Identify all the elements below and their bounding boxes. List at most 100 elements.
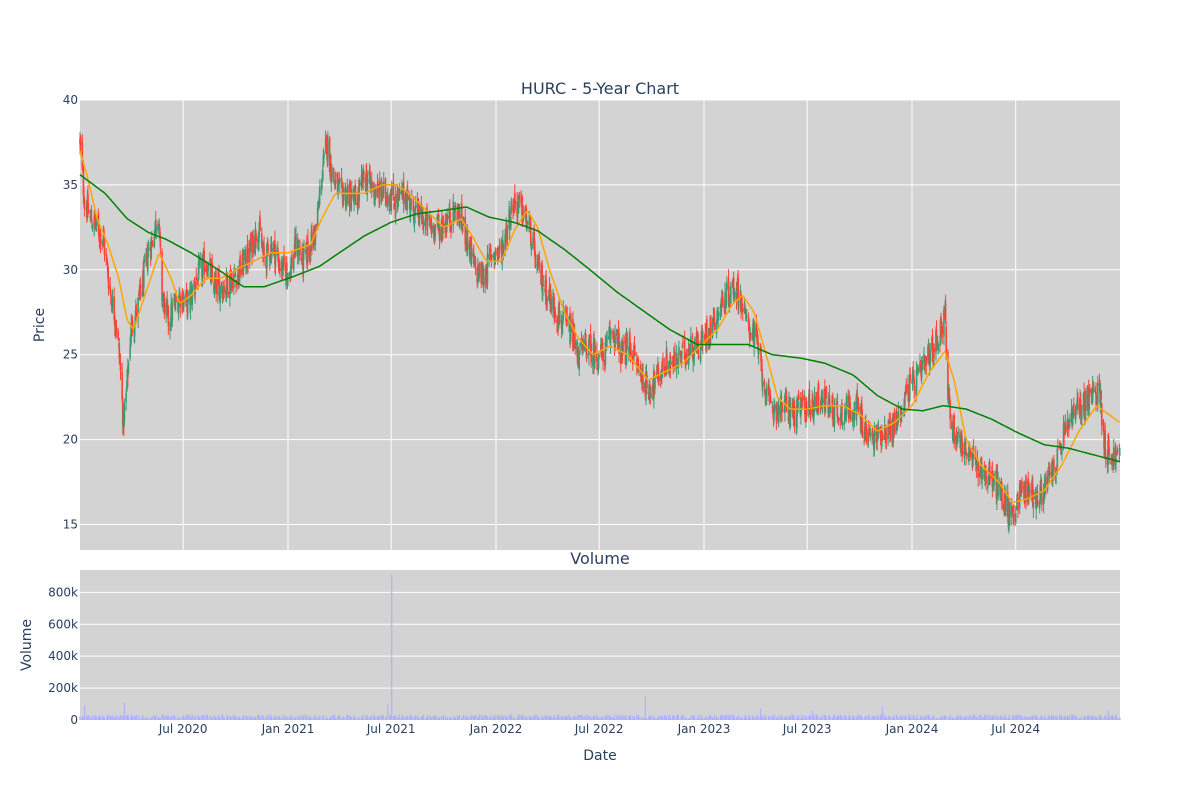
candle-body: [145, 248, 148, 256]
candle-body: [482, 268, 485, 288]
volume-bar: [987, 714, 989, 720]
volume-bar: [490, 718, 493, 720]
candle-body: [684, 354, 687, 363]
x-tick-label: Jul 2022: [574, 722, 624, 736]
candle-body: [189, 290, 192, 310]
candle-body: [865, 423, 868, 444]
candle-body: [299, 249, 301, 256]
candle-body: [384, 178, 387, 199]
volume-bar: [343, 716, 345, 720]
candle-body: [741, 306, 744, 313]
candle-body: [948, 390, 950, 399]
candle-body: [534, 251, 537, 268]
volume-bar: [980, 714, 982, 720]
candle-body: [765, 400, 767, 402]
candle-body: [347, 185, 349, 205]
candle-body: [414, 205, 417, 207]
candle-body: [165, 303, 167, 315]
candle-body: [382, 181, 385, 186]
volume-bar: [458, 715, 461, 720]
candle-body: [1081, 410, 1083, 419]
candle-body: [401, 187, 403, 189]
candle-body: [772, 407, 774, 411]
volume-bar: [153, 714, 155, 720]
candle-body: [919, 362, 921, 373]
candle-body: [418, 203, 421, 221]
candle-body: [634, 352, 636, 356]
candle-body: [553, 297, 555, 315]
volume-bar: [654, 717, 656, 720]
candle-body: [967, 454, 969, 457]
volume-bar: [682, 714, 684, 720]
candle-body: [937, 344, 940, 352]
candle-body: [105, 254, 108, 257]
candle-body: [392, 182, 395, 201]
candle-body: [410, 198, 412, 211]
candle-body: [386, 197, 389, 208]
volume-bar: [446, 717, 449, 720]
volume-bar: [1110, 715, 1113, 720]
volume-bar: [202, 715, 204, 720]
volume-bar: [889, 716, 891, 720]
candle-body: [485, 268, 488, 281]
candle-body: [608, 336, 610, 340]
candle-body: [498, 247, 500, 256]
volume-bar: [893, 714, 895, 720]
candle-body: [981, 469, 983, 480]
candle-body: [230, 276, 233, 279]
candle-body: [699, 343, 702, 362]
volume-bar: [465, 715, 467, 720]
volume-bar: [267, 714, 269, 720]
candle-body: [91, 227, 94, 230]
candle-body: [867, 432, 869, 447]
volume-bar: [673, 716, 675, 720]
candle-body: [127, 362, 130, 374]
candle-body: [211, 263, 214, 279]
candle-body: [105, 259, 108, 261]
volume-bar: [510, 714, 512, 720]
volume-bar: [833, 714, 836, 720]
candle-body: [302, 249, 305, 274]
candle-body: [933, 348, 936, 352]
volume-bar: [295, 716, 297, 720]
candle-body: [1090, 388, 1093, 398]
candle-body: [781, 410, 784, 412]
candle-body: [965, 451, 967, 456]
candle-body: [811, 399, 814, 415]
candle-body: [580, 337, 583, 344]
candle-body: [949, 400, 951, 420]
x-tick-label: Jul 2024: [990, 722, 1040, 736]
candle-body: [771, 406, 774, 408]
candle-body: [880, 434, 883, 447]
volume-bar: [450, 717, 453, 720]
candle-body: [278, 257, 280, 271]
candle-body: [418, 221, 420, 223]
volume-bar: [660, 715, 662, 720]
candle-body: [1028, 490, 1031, 496]
volume-bar: [911, 716, 913, 720]
candle-body: [246, 266, 248, 272]
volume-bar: [979, 714, 981, 720]
candle-body: [594, 345, 596, 355]
volume-bar: [801, 718, 804, 720]
volume-bar: [634, 719, 636, 720]
volume-bar: [518, 714, 520, 720]
candle-body: [722, 296, 724, 306]
candle-body: [370, 180, 373, 190]
volume-bar: [1094, 716, 1097, 720]
volume-y-tick-label: 0: [70, 713, 78, 727]
candle-body: [117, 343, 120, 345]
candle-body: [702, 331, 704, 345]
candle-body: [327, 140, 329, 158]
candle-body: [198, 261, 200, 266]
candle-body: [174, 295, 177, 304]
volume-bar: [438, 716, 441, 720]
volume-y-tick-label: 800k: [48, 585, 78, 599]
volume-bar: [215, 717, 217, 720]
candle-body: [837, 417, 840, 422]
candle-body: [521, 196, 524, 222]
candle-body: [469, 241, 472, 257]
volume-bar: [985, 715, 987, 720]
candle-body: [955, 432, 958, 443]
volume-bar: [270, 716, 273, 720]
